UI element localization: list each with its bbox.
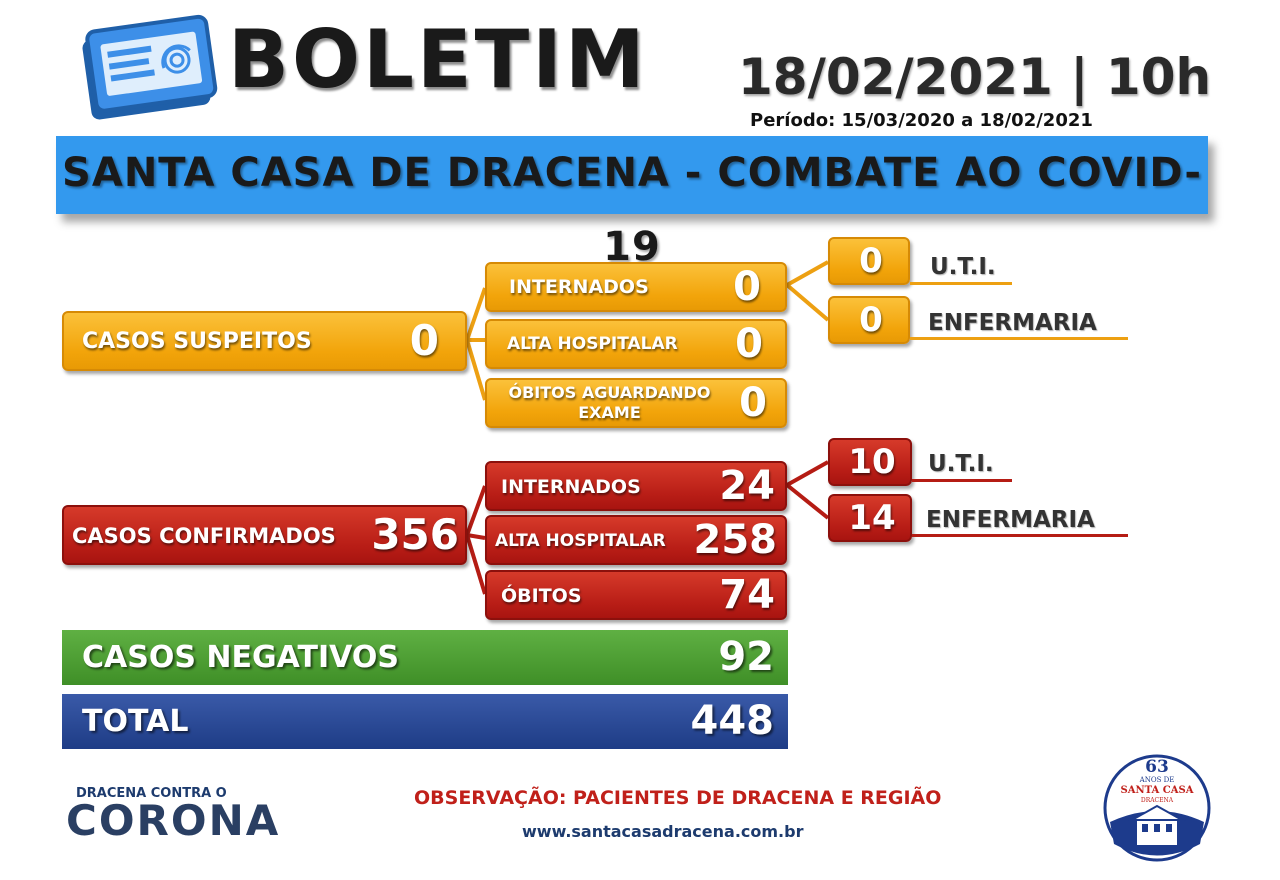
confirmados-value: 356 <box>371 510 459 559</box>
campaign-logo: CORONA <box>66 796 281 845</box>
seal-line1: ANOS DE <box>1139 776 1175 784</box>
suspeitos-uti-label: U.T.I. <box>930 254 996 280</box>
confirmados-uti-box: 10 <box>828 438 912 486</box>
confirmados-uti-value: 10 <box>848 442 896 482</box>
suspeitos-uti-value: 0 <box>859 241 883 281</box>
banner-text: SANTA CASA DE DRACENA - COMBATE AO COVID… <box>62 150 1202 270</box>
total-value: 448 <box>690 698 775 744</box>
santa-casa-seal-logo: 63 ANOS DE SANTA CASA DRACENA <box>1103 754 1211 862</box>
suspeitos-box: CASOS SUSPEITOS 0 <box>62 311 467 371</box>
report-datetime: 18/02/2021 | 10h <box>738 48 1212 106</box>
website-link[interactable]: www.santacasadracena.com.br <box>522 822 804 841</box>
fingerprint-icon <box>161 44 191 74</box>
confirmados-obitos-box: ÓBITOS 74 <box>485 570 787 620</box>
suspeitos-uti-box: 0 <box>828 237 910 285</box>
confirmados-obitos-value: 74 <box>719 572 775 618</box>
campaign-subtitle: DRACENA CONTRA O <box>76 786 227 801</box>
suspeitos-obitos-label: ÓBITOS AGUARDANDO EXAME <box>497 383 722 423</box>
suspeitos-enf-label: ENFERMARIA <box>928 310 1097 336</box>
suspeitos-obitos-box: ÓBITOS AGUARDANDO EXAME 0 <box>485 378 787 428</box>
confirmados-label: CASOS CONFIRMADOS <box>72 524 336 548</box>
title-banner: SANTA CASA DE DRACENA - COMBATE AO COVID… <box>56 136 1208 270</box>
confirmados-obitos-label: ÓBITOS <box>501 585 582 607</box>
confirmados-internados-box: INTERNADOS 24 <box>485 461 787 511</box>
seal-line3: DRACENA <box>1141 797 1174 804</box>
suspeitos-enf-box: 0 <box>828 296 910 344</box>
seal-line2: SANTA CASA <box>1121 785 1194 796</box>
negativos-label: CASOS NEGATIVOS <box>82 640 399 675</box>
suspeitos-enf-underline <box>910 337 1128 340</box>
confirmados-enf-value: 14 <box>848 498 896 538</box>
document-icon <box>82 14 218 120</box>
total-bar: TOTAL 448 <box>62 694 788 749</box>
suspeitos-alta-value: 0 <box>735 321 763 367</box>
suspeitos-label: CASOS SUSPEITOS <box>82 329 312 354</box>
suspeitos-value: 0 <box>409 316 439 365</box>
observation-text: OBSERVAÇÃO: PACIENTES DE DRACENA E REGIÃ… <box>414 787 942 809</box>
suspeitos-internados-value: 0 <box>733 264 761 310</box>
seal-number: 63 <box>1145 757 1169 777</box>
suspeitos-obitos-value: 0 <box>739 380 767 426</box>
total-label: TOTAL <box>82 704 189 739</box>
suspeitos-enf-value: 0 <box>859 300 883 340</box>
confirmados-enf-label: ENFERMARIA <box>926 507 1095 533</box>
confirmados-alta-box: ALTA HOSPITALAR 258 <box>485 515 787 565</box>
confirmados-enf-underline <box>912 534 1128 537</box>
negativos-bar: CASOS NEGATIVOS 92 <box>62 630 788 685</box>
confirmados-alta-value: 258 <box>693 517 778 563</box>
confirmados-enf-box: 14 <box>828 494 912 542</box>
confirmados-uti-label: U.T.I. <box>928 451 994 477</box>
suspeitos-alta-box: ALTA HOSPITALAR 0 <box>485 319 787 369</box>
page-title: BOLETIM <box>228 13 648 106</box>
suspeitos-obitos-label-line2: EXAME <box>578 403 641 422</box>
confirmados-internados-label: INTERNADOS <box>501 476 641 498</box>
suspeitos-internados-label: INTERNADOS <box>509 276 649 298</box>
confirmados-uti-underline <box>912 479 1012 482</box>
suspeitos-alta-label: ALTA HOSPITALAR <box>507 334 678 354</box>
confirmados-internados-value: 24 <box>719 463 775 509</box>
suspeitos-uti-underline <box>910 282 1012 285</box>
negativos-value: 92 <box>718 634 774 680</box>
confirmados-box: CASOS CONFIRMADOS 356 <box>62 505 467 565</box>
suspeitos-obitos-label-line1: ÓBITOS AGUARDANDO <box>508 383 711 402</box>
report-period: Período: 15/03/2020 a 18/02/2021 <box>750 110 1093 131</box>
suspeitos-internados-box: INTERNADOS 0 <box>485 262 787 312</box>
confirmados-alta-label: ALTA HOSPITALAR <box>495 531 666 551</box>
